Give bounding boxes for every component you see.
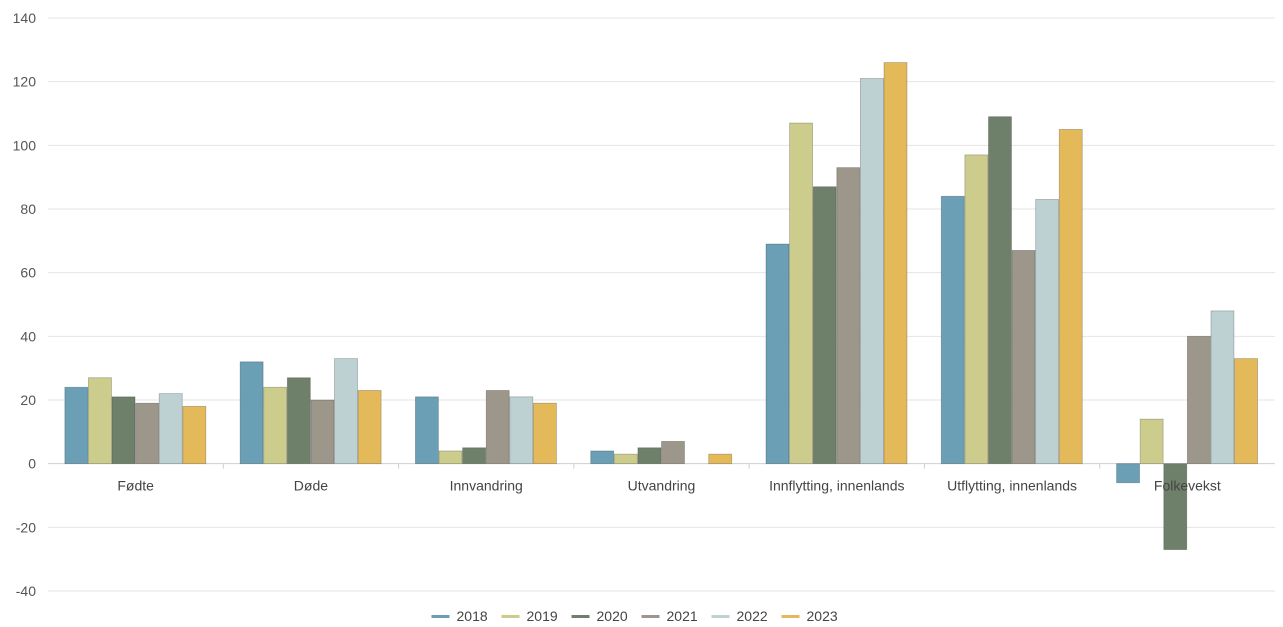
bar-2021-1 [310, 399, 335, 465]
legend-label-2021[interactable]: 2021 [667, 608, 698, 624]
bar-2021-5 [1011, 249, 1036, 465]
bar-2023-4 [883, 62, 908, 465]
bar-2020-6 [1163, 463, 1188, 551]
bar-2023-3 [708, 453, 733, 465]
category-label: Fødte [117, 478, 154, 494]
legend-swatch-2019 [501, 615, 520, 618]
legend: 2018 2019 2020 2021 2022 2023 [431, 608, 838, 624]
bar-2019-0 [88, 377, 112, 465]
gridlines [48, 17, 1275, 592]
category-label: Innflytting, innenlands [769, 478, 904, 494]
bar-2018-6 [1116, 463, 1140, 484]
bar-2023-5 [1058, 129, 1083, 465]
bar-2022-4 [859, 78, 884, 465]
bar-2019-1 [263, 386, 288, 465]
y-tick-label: 0 [28, 456, 36, 472]
bar-2019-3 [613, 453, 638, 465]
bar-2019-2 [438, 450, 463, 465]
y-tick-label: 80 [20, 201, 36, 217]
bar-2020-2 [462, 447, 487, 465]
y-tick-label: 120 [13, 74, 37, 90]
bar-2021-4 [836, 167, 861, 465]
bar-2020-3 [637, 447, 662, 465]
y-tick-label: -40 [16, 583, 36, 599]
category-label: Utflytting, innenlands [947, 478, 1077, 494]
bar-2021-0 [135, 402, 160, 465]
bar-2019-4 [789, 122, 813, 465]
y-tick-label: 40 [20, 328, 36, 344]
bar-2021-2 [485, 390, 510, 465]
bar-2022-5 [1035, 199, 1060, 465]
bar-2018-0 [64, 386, 89, 465]
y-tick-label: -20 [16, 519, 36, 535]
bar-2018-2 [415, 396, 439, 465]
bar-2022-2 [509, 396, 534, 465]
legend-swatch-2020 [571, 615, 590, 618]
legend-swatch-2023 [781, 615, 800, 618]
bar-2018-5 [940, 195, 965, 465]
category-label: Innvandring [450, 478, 523, 494]
bars [64, 62, 1258, 551]
legend-swatch-2018 [431, 615, 450, 618]
bar-2023-1 [357, 390, 382, 465]
legend-swatch-2021 [641, 615, 660, 618]
y-tick-label: 20 [20, 392, 36, 408]
bar-2022-6 [1210, 310, 1235, 465]
bar-2018-3 [590, 450, 615, 465]
bar-2019-5 [964, 154, 989, 465]
y-tick-label: 60 [20, 265, 36, 281]
bar-2020-0 [111, 396, 136, 465]
bar-2020-1 [286, 377, 311, 465]
legend-swatch-2022 [711, 615, 730, 618]
bar-2023-6 [1234, 358, 1258, 465]
bar-2021-6 [1186, 335, 1211, 465]
y-tick-label: 140 [13, 10, 37, 26]
bar-2022-0 [158, 393, 183, 465]
x-axis: Fødte Døde Innvandring Utvandring Innflyttin… [117, 463, 1221, 494]
bar-2020-4 [812, 186, 837, 465]
bar-2021-3 [661, 440, 685, 465]
y-tick-label: 100 [13, 137, 37, 153]
legend-label-2019[interactable]: 2019 [527, 608, 558, 624]
y-axis: -40 -20 0 20 40 60 80 100 120 140 [13, 10, 37, 599]
legend-label-2023[interactable]: 2023 [807, 608, 838, 624]
legend-label-2020[interactable]: 2020 [597, 608, 628, 624]
bar-2019-6 [1139, 418, 1164, 465]
legend-label-2022[interactable]: 2022 [737, 608, 768, 624]
bar-2018-4 [765, 243, 790, 465]
category-label: Utvandring [628, 478, 696, 494]
category-label: Døde [294, 478, 328, 494]
bar-2023-2 [533, 402, 557, 465]
category-label: Folkevekst [1154, 478, 1221, 494]
legend-label-2018[interactable]: 2018 [457, 608, 488, 624]
bar-2022-1 [334, 358, 358, 465]
bar-2023-0 [182, 405, 207, 465]
bar-2018-1 [239, 361, 264, 465]
bar-2020-5 [988, 116, 1012, 465]
